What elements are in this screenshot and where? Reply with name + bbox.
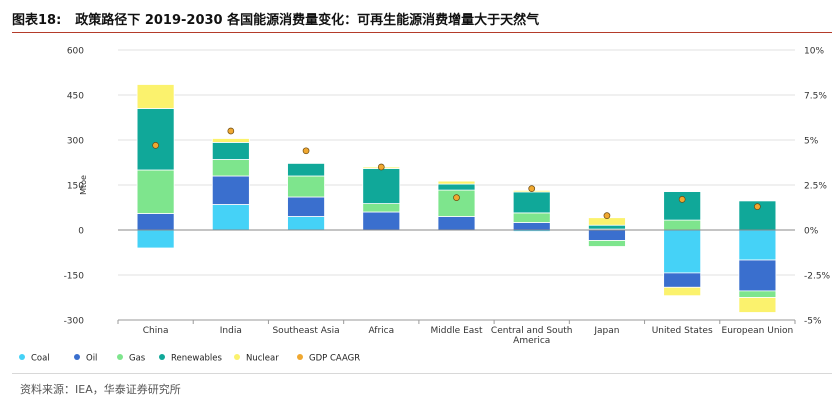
y-tick-label: -300 (64, 317, 85, 327)
legend-marker-gdp-caagr (297, 354, 303, 360)
bar-nuclear-european-union (738, 297, 777, 313)
gdp-marker-china (152, 142, 159, 149)
gdp-marker-middle-east (453, 194, 460, 201)
y2-tick-label: -2.5% (804, 272, 831, 282)
source-note: 资料来源：IEA，华泰证券研究所 (20, 383, 181, 396)
legend-label-gdp-caagr: GDP CAAGR (309, 354, 360, 364)
x-tick-label-china: China (143, 326, 169, 336)
bar-gas-india (211, 159, 250, 177)
x-tick-label-united-states: United States (652, 326, 713, 336)
bar-nuclear-middle-east (437, 180, 476, 185)
bar-gas-china (136, 169, 175, 214)
legend-label-nuclear: Nuclear (246, 354, 279, 364)
gdp-marker-united-states (678, 196, 686, 203)
bar-oil-africa (362, 211, 401, 231)
header-divider (12, 32, 832, 33)
legend-marker-renewables (159, 354, 165, 360)
x-tick-label-africa: Africa (368, 326, 394, 336)
bar-gas-southeast-asia (287, 175, 325, 198)
bar-coal-china (136, 229, 175, 249)
bar-nuclear-india (211, 138, 250, 143)
bar-nuclear-china (136, 84, 175, 109)
gdp-marker-central-and-south-america (528, 185, 536, 192)
bar-renewables-central-and-south-america (512, 191, 551, 214)
legend-marker-oil (74, 354, 80, 360)
bar-oil-middle-east (437, 216, 476, 231)
legend-marker-gas (117, 354, 123, 360)
bar-gas-africa (362, 203, 401, 213)
y2-tick-label: 10% (804, 47, 824, 57)
bar-gas-middle-east (437, 189, 476, 217)
bar-gas-united-states (663, 219, 702, 231)
bar-coal-southeast-asia (287, 216, 325, 231)
bar-oil-central-and-south-america (512, 222, 551, 231)
bar-coal-united-states (663, 229, 702, 274)
bar-oil-china (136, 213, 175, 231)
bar-coal-european-union (738, 229, 777, 261)
bar-gas-japan (588, 240, 626, 247)
legend-label-gas: Gas (129, 354, 146, 364)
x-tick-label-india: India (220, 326, 242, 336)
gdp-marker-southeast-asia (302, 147, 310, 155)
y2-tick-label: 2.5% (804, 182, 827, 192)
bar-coal-india (211, 204, 250, 231)
gdp-marker-india (227, 127, 235, 135)
y-tick-label: 0 (78, 227, 84, 237)
y2-tick-label: 0% (804, 227, 819, 237)
y-tick-label: 600 (67, 47, 84, 57)
x-tick-label-central-and-south-america: Central and South (491, 326, 573, 336)
bar-renewables-china (136, 108, 175, 171)
bar-renewables-middle-east (437, 183, 476, 191)
bar-nuclear-united-states (663, 286, 702, 297)
y-tick-label: 450 (67, 92, 84, 102)
figure-number: 图表18: (12, 13, 62, 28)
y-tick-label: 150 (67, 182, 84, 192)
bar-renewables-africa (362, 168, 401, 204)
y2-tick-label: 5% (804, 137, 819, 147)
y-axis-label: Mtoe (79, 175, 88, 195)
legend-marker-coal (19, 354, 25, 360)
legend-marker-nuclear (234, 354, 240, 360)
bar-oil-european-union (738, 259, 777, 292)
bar-renewables-india (211, 141, 250, 160)
bar-gas-european-union (738, 290, 777, 298)
y2-tick-label: 7.5% (804, 92, 827, 102)
footer-divider (12, 373, 832, 374)
gdp-marker-european-union (754, 203, 761, 210)
y2-tick-label: -5% (804, 317, 822, 327)
y-tick-label: -150 (64, 272, 85, 282)
bar-oil-japan (588, 229, 626, 241)
x-tick-label-japan: Japan (593, 326, 619, 336)
gdp-marker-japan (603, 212, 611, 219)
bar-renewables-southeast-asia (287, 162, 325, 177)
bar-renewables-japan (588, 224, 626, 230)
bar-oil-southeast-asia (287, 196, 325, 217)
figure-title: 政策路径下 2019-2030 各国能源消费量变化：可再生能源消费增量大于天然气 (75, 13, 540, 28)
bar-oil-united-states (663, 272, 702, 288)
page-title: 图表18: 政策路径下 2019-2030 各国能源消费量变化：可再生能源消费增量… (12, 9, 539, 28)
legend-label-oil: Oil (86, 354, 97, 364)
legend-label-coal: Coal (31, 354, 50, 364)
gdp-marker-africa (377, 163, 385, 171)
bar-renewables-united-states (663, 191, 702, 221)
y-tick-label: 300 (67, 137, 84, 147)
bar-gas-central-and-south-america (512, 212, 551, 223)
bar-oil-india (211, 175, 250, 205)
x-tick-label-european-union: European Union (722, 326, 794, 336)
x-tick-label-middle-east: Middle East (430, 326, 482, 336)
chart-header: 图表18: 政策路径下 2019-2030 各国能源消费量变化：可再生能源消费增量… (0, 0, 840, 34)
legend-label-renewables: Renewables (171, 354, 223, 364)
x-tick-label-southeast-asia: Southeast Asia (272, 326, 339, 336)
x-tick-label-central-and-south-america: America (513, 336, 550, 346)
